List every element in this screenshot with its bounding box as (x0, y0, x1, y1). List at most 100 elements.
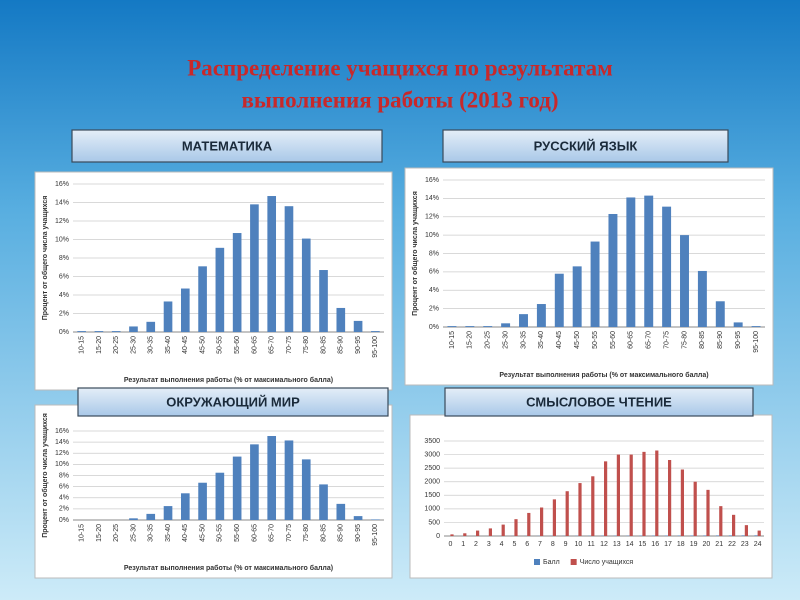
panel-title: ОКРУЖАЮЩИЙ МИР (166, 394, 300, 409)
x-tick-label: 5 (512, 541, 516, 548)
x-tick-label: 7 (538, 541, 542, 548)
x-axis-label: Результат выполнения работы (% от максим… (499, 371, 708, 379)
x-tick-label: 50-55 (217, 524, 224, 542)
panel-title: МАТЕМАТИКА (182, 138, 273, 153)
y-tick-label: 12% (55, 450, 69, 457)
x-tick-label: 65-70 (646, 331, 653, 349)
y-tick-label: 10% (425, 232, 439, 239)
bar (690, 535, 694, 536)
x-tick-label: 2 (474, 541, 478, 548)
x-tick-label: 70-75 (663, 331, 670, 349)
bar (77, 331, 86, 332)
bar (608, 213, 618, 327)
x-tick-label: 14 (626, 541, 634, 548)
y-tick-label: 4% (59, 292, 69, 299)
y-tick-label: 0 (436, 533, 440, 540)
bar (129, 326, 138, 332)
x-tick-label: 35-40 (538, 331, 545, 349)
x-tick-label: 20-25 (485, 331, 492, 349)
bar (336, 503, 346, 520)
bar (465, 326, 475, 327)
panel-title: СМЫСЛОВОЕ ЧТЕНИЕ (526, 394, 672, 409)
y-tick-label: 16% (425, 177, 439, 184)
x-tick-label: 13 (613, 541, 621, 548)
x-tick-label: 19 (690, 541, 698, 548)
x-tick-label: 65-70 (269, 524, 276, 542)
x-tick-label: 3 (487, 541, 491, 548)
bar (180, 493, 190, 520)
y-axis-label: Процент от общего числа учащихся (41, 196, 49, 321)
x-tick-label: 85-90 (338, 524, 345, 542)
bar (540, 507, 544, 536)
chart-panel (404, 167, 774, 386)
y-tick-label: 1500 (424, 492, 440, 499)
bar (604, 461, 608, 536)
x-axis-label: Результат выполнения работы (% от максим… (124, 376, 333, 384)
x-tick-label: 55-60 (234, 336, 241, 354)
x-tick-label: 16 (651, 541, 659, 548)
y-tick-label: 500 (428, 519, 440, 526)
x-tick-label: 10 (575, 541, 583, 548)
bar (232, 233, 242, 332)
x-tick-label: 15 (639, 541, 647, 548)
x-tick-label: 20-25 (113, 336, 120, 354)
x-tick-label: 1 (461, 541, 465, 548)
y-tick-label: 14% (425, 195, 439, 202)
y-tick-label: 4% (59, 495, 69, 502)
x-tick-label: 17 (664, 541, 672, 548)
x-tick-label: 45-50 (199, 336, 206, 354)
x-tick-label: 70-75 (286, 524, 293, 542)
x-tick-label: 4 (500, 541, 504, 548)
bar (565, 491, 569, 536)
x-tick-label: 55-60 (234, 524, 241, 542)
bar (319, 270, 328, 332)
bar (488, 528, 492, 536)
bar (371, 331, 380, 332)
bar (129, 518, 138, 520)
bar (447, 326, 457, 327)
x-tick-label: 25-30 (130, 336, 137, 354)
x-tick-label: 30-35 (148, 524, 155, 542)
legend-label: Балл (543, 559, 560, 566)
x-tick-label: 80-85 (320, 336, 327, 354)
y-tick-label: 16% (55, 428, 69, 435)
x-tick-label: 90-95 (735, 331, 742, 349)
bar (353, 516, 363, 520)
bar (757, 530, 761, 536)
y-tick-label: 6% (429, 269, 439, 276)
bar (728, 535, 732, 536)
x-tick-label: 18 (677, 541, 685, 548)
bar (693, 481, 697, 536)
panel-header (71, 129, 383, 163)
y-tick-label: 3500 (424, 438, 440, 445)
x-tick-label: 55-60 (610, 331, 617, 349)
bar (198, 482, 207, 520)
bar (514, 519, 518, 536)
bar (476, 530, 480, 536)
bar (680, 235, 689, 327)
bar (655, 450, 659, 536)
x-tick-label: 70-75 (286, 336, 293, 354)
x-tick-label: 90-95 (355, 336, 362, 354)
bar (741, 535, 745, 536)
x-tick-label: 85-90 (717, 331, 724, 349)
bar (483, 326, 493, 327)
bar (751, 326, 761, 327)
bar (284, 440, 294, 520)
x-tick-label: 45-50 (199, 524, 206, 542)
x-tick-label: 80-85 (699, 331, 706, 349)
bar (680, 469, 684, 536)
legend-label: Число учащихся (580, 559, 634, 566)
chart-panel (34, 404, 393, 579)
bar (301, 459, 311, 520)
legend-swatch (534, 559, 540, 565)
y-tick-label: 3000 (424, 451, 440, 458)
x-tick-label: 15-20 (96, 336, 103, 354)
y-tick-label: 1000 (424, 506, 440, 513)
x-tick-label: 65-70 (269, 336, 276, 354)
x-tick-label: 15-20 (467, 331, 474, 349)
y-tick-label: 0% (59, 329, 69, 336)
x-tick-label: 35-40 (165, 336, 172, 354)
bar (642, 451, 646, 536)
